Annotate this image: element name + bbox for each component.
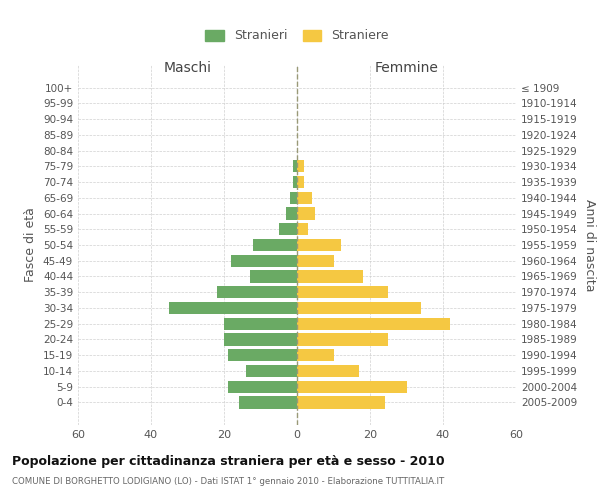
Y-axis label: Fasce di età: Fasce di età [25,208,37,282]
Bar [297,270,362,282]
Bar [224,318,297,330]
Bar [246,365,297,377]
Bar [297,239,341,251]
Bar [232,254,297,267]
Bar [297,349,334,362]
Bar [239,396,297,408]
Bar [297,318,450,330]
Bar [297,223,308,235]
Text: Popolazione per cittadinanza straniera per età e sesso - 2010: Popolazione per cittadinanza straniera p… [12,455,445,468]
Bar [297,286,388,298]
Legend: Stranieri, Straniere: Stranieri, Straniere [200,24,394,48]
Bar [169,302,297,314]
Bar [217,286,297,298]
Bar [297,176,304,188]
Bar [297,254,334,267]
Bar [250,270,297,282]
Bar [253,239,297,251]
Bar [224,334,297,345]
Bar [279,223,297,235]
Text: Femmine: Femmine [374,61,439,75]
Bar [227,380,297,393]
Bar [227,349,297,362]
Bar [290,192,297,204]
Bar [297,396,385,408]
Bar [297,208,315,220]
Text: Maschi: Maschi [163,61,212,75]
Bar [297,380,407,393]
Bar [297,365,359,377]
Y-axis label: Anni di nascita: Anni di nascita [583,198,596,291]
Bar [297,334,388,345]
Bar [297,192,311,204]
Bar [286,208,297,220]
Bar [293,176,297,188]
Bar [297,302,421,314]
Bar [297,160,304,172]
Text: COMUNE DI BORGHETTO LODIGIANO (LO) - Dati ISTAT 1° gennaio 2010 - Elaborazione T: COMUNE DI BORGHETTO LODIGIANO (LO) - Dat… [12,478,444,486]
Bar [293,160,297,172]
